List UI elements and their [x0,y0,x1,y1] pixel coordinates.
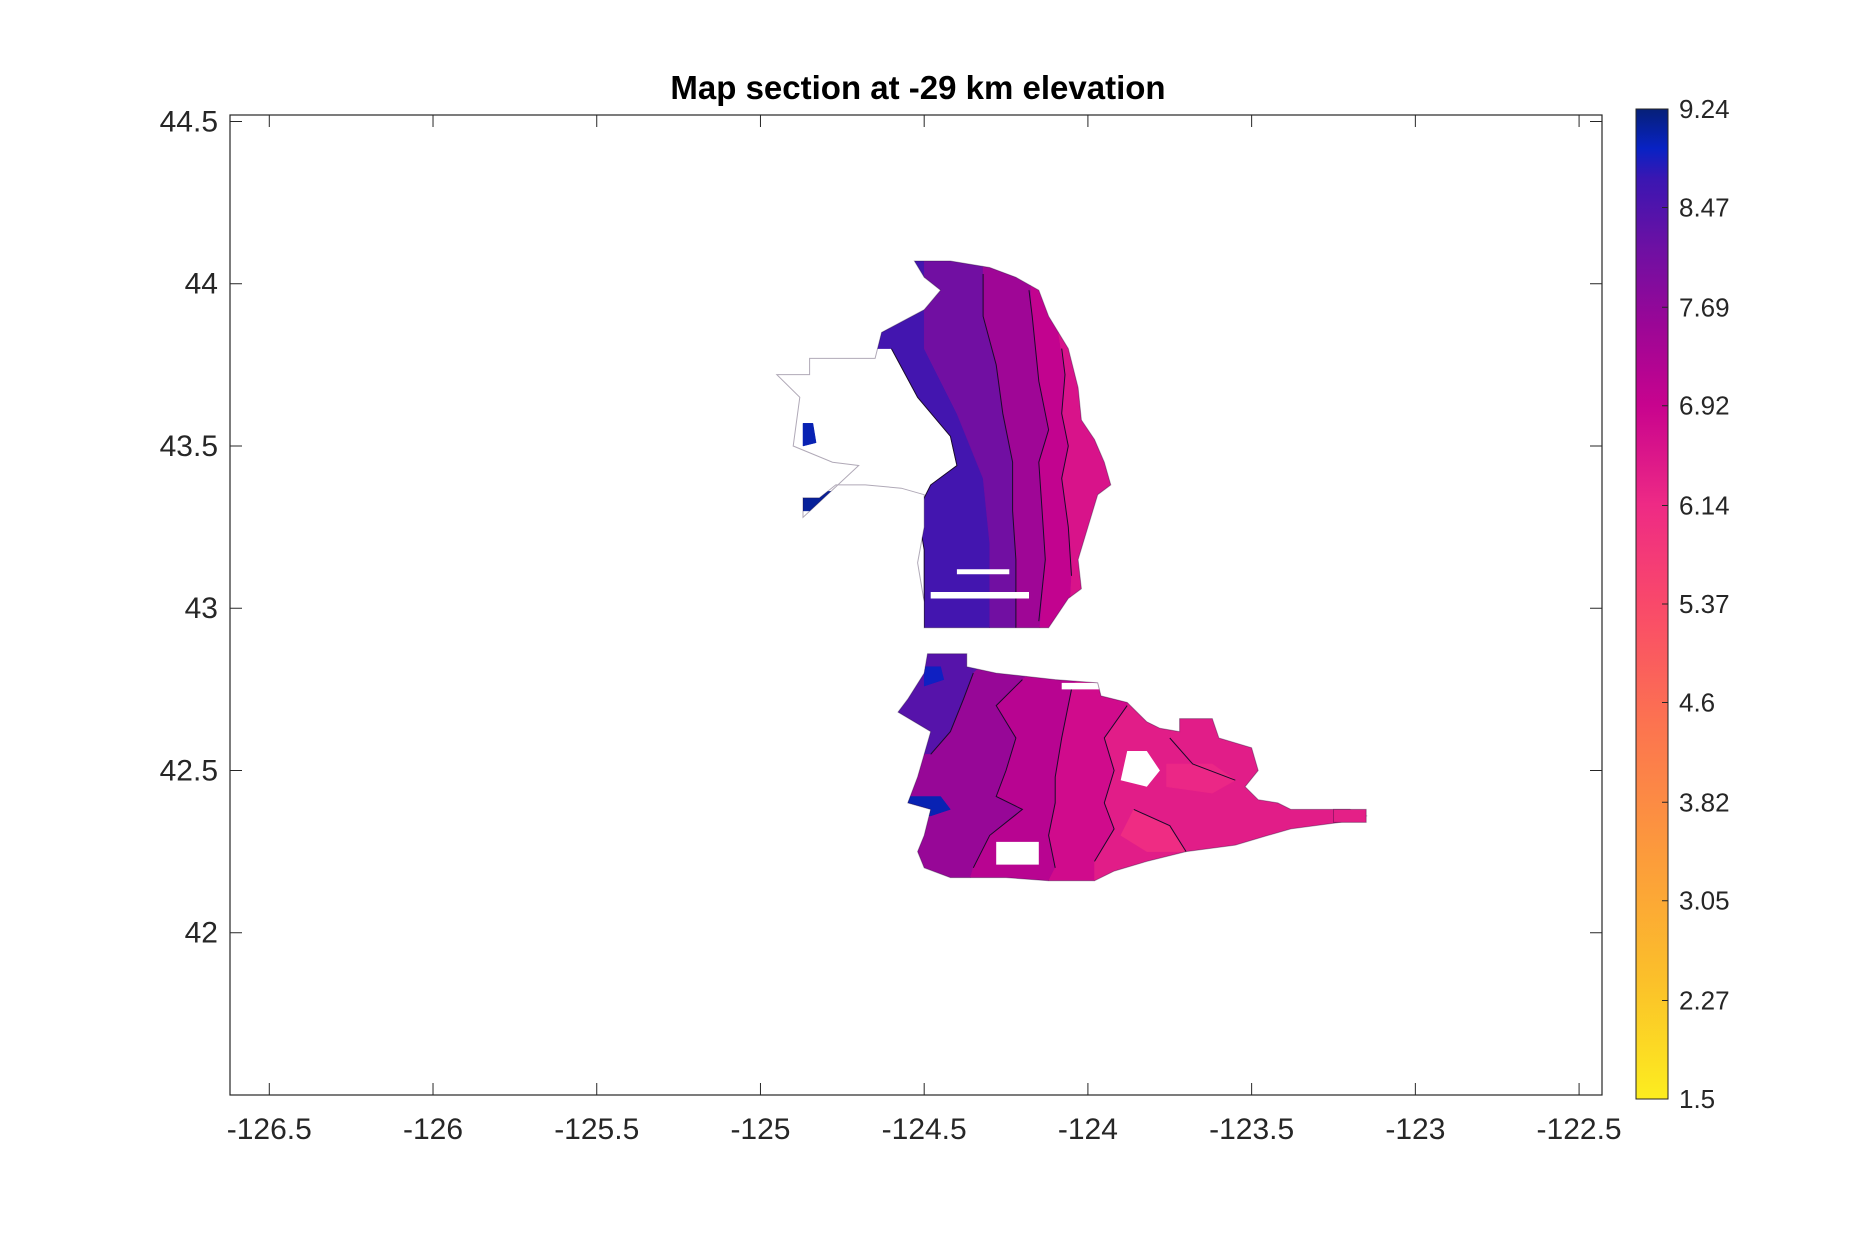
velocity-band [1333,809,1367,823]
contour-line [972,679,1024,869]
contour-line [1169,737,1236,781]
no-data-gap [996,841,1039,865]
x-tick-label: -126 [403,1113,463,1146]
velocity-band [1166,763,1236,794]
no-data-gap [799,371,898,385]
colorbar-tick-label: 7.69 [1679,292,1730,322]
y-tick-label: 44.5 [160,105,218,138]
contour-line [1133,808,1187,852]
contour-line [982,274,1017,628]
colorbar-tick-label: 8.47 [1679,192,1730,222]
y-tick-label: 43.5 [160,430,218,463]
x-tick-label: -122.5 [1537,1113,1622,1146]
y-tick-label: 42 [185,917,218,950]
x-tick-label: -124.5 [882,1113,967,1146]
x-axis: -126.5 -126 -125.5 -125 -124.5 -124 -123.5 -123… [227,115,1622,1146]
no-data-gap [806,468,898,482]
contour-line [1048,689,1072,868]
colorbar-tick-label: 1.5 [1679,1084,1715,1114]
no-data-gap [956,569,1010,575]
x-tick-label: -126.5 [227,1113,312,1146]
x-tick-label: -125 [730,1113,790,1146]
map-plot-area [775,260,1368,882]
region-northern [792,261,1111,628]
colorbar-tick-label: 6.92 [1679,391,1730,421]
no-data-gap [1120,751,1160,787]
chart-title: Map section at -29 km elevation [670,69,1165,106]
colorbar-tick-label: 4.6 [1679,687,1715,717]
colorbar-tick-label: 3.82 [1679,787,1730,817]
velocity-band [802,423,817,447]
contour-line [930,672,974,755]
x-tick-label: -125.5 [554,1113,639,1146]
colorbar-tick-label: 6.14 [1679,491,1730,521]
contour-line [1094,705,1128,862]
contour-line [1061,348,1072,576]
region-outline [775,260,1112,629]
x-tick-label: -124 [1058,1113,1118,1146]
colorbar-tick-label: 3.05 [1679,886,1730,916]
colorbar-tick-label: 9.24 [1679,94,1730,124]
x-tick-label: -123 [1385,1113,1445,1146]
colorbar-tick-label: 5.37 [1679,589,1730,619]
velocity-band [923,666,945,687]
colorbar: 9.24 8.47 7.69 6.92 6.14 5.37 4.6 3.82 3.05 2.27 1… [1635,94,1730,1114]
no-data-gap [1061,682,1101,690]
region-outline [1333,808,1367,823]
contour-line [1028,290,1050,622]
y-axis: 44.5 44 43.5 43 42.5 42 [160,105,1602,950]
no-data-gap [930,592,1029,599]
region-east-strip [1333,809,1367,823]
colorbar-tick-label: 2.27 [1679,986,1730,1016]
y-tick-label: 44 [185,268,218,301]
x-tick-label: -123.5 [1209,1113,1294,1146]
axes-box [229,114,1603,1096]
contour-line [890,348,958,628]
y-tick-label: 43 [185,592,218,625]
y-tick-label: 42.5 [160,754,218,787]
